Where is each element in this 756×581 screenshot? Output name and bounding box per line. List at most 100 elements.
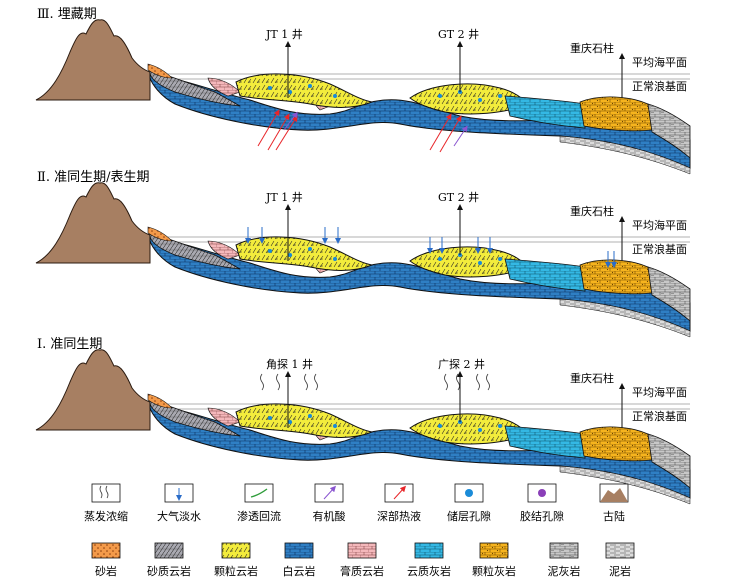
dolomitic-limestone-layer bbox=[504, 258, 586, 292]
grain-dolomite-shoal-left bbox=[235, 73, 374, 108]
legend-item-seepage: 渗透回流 bbox=[237, 483, 281, 523]
evaporation-icon bbox=[444, 373, 448, 391]
evaporation-icon bbox=[99, 485, 109, 499]
legend-item-dolomitic_limestone: 云质灰岩 bbox=[407, 542, 451, 578]
grain-dolomite-shoal-left bbox=[235, 403, 374, 438]
grain-limestone-shoal bbox=[579, 426, 653, 462]
legend-item-grain_dolomite: 颗粒云岩 bbox=[214, 542, 258, 578]
silty-dolomite-layer bbox=[149, 232, 241, 270]
marl-layer bbox=[647, 103, 691, 159]
evaporation-icon bbox=[304, 373, 308, 391]
legend-item-fresh_water: 大气淡水 bbox=[157, 483, 201, 523]
legend-label: 蒸发浓缩 bbox=[84, 509, 128, 523]
column-label: 重庆石柱 bbox=[570, 371, 614, 385]
reservoir-pore bbox=[498, 257, 502, 261]
wave-base-label: 正常浪基面 bbox=[632, 409, 687, 423]
organic-acid-arrow bbox=[283, 111, 298, 131]
sandstone-layer bbox=[147, 393, 173, 409]
legend-swatch bbox=[414, 542, 444, 559]
legend-label: 有机酸 bbox=[313, 509, 346, 523]
grain-dolomite-shoal-left bbox=[235, 236, 374, 271]
silty-dolomite-layer bbox=[149, 69, 241, 107]
legend-item-gypsum_dolomite: 膏质云岩 bbox=[340, 542, 384, 578]
legend-swatch bbox=[347, 542, 377, 559]
reservoir-pore bbox=[268, 249, 272, 253]
legend-label: 泥岩 bbox=[609, 564, 631, 578]
legend-swatch bbox=[221, 542, 251, 559]
hydrothermal-arrow bbox=[267, 113, 290, 151]
reservoir-pore bbox=[498, 94, 502, 98]
hydrothermal-arrow bbox=[429, 113, 452, 151]
reservoir-pore bbox=[288, 253, 292, 257]
legend-swatch bbox=[549, 542, 579, 559]
reservoir-pore bbox=[478, 428, 482, 432]
mudstone-layer bbox=[559, 135, 691, 175]
mudstone-layer bbox=[559, 465, 691, 505]
mudstone-layer bbox=[559, 298, 691, 338]
evaporation-icon bbox=[476, 373, 480, 391]
evaporation-icon bbox=[486, 373, 490, 391]
evaporation-icon bbox=[314, 373, 318, 391]
legend-label: 云质灰岩 bbox=[407, 564, 451, 578]
reservoir-pore bbox=[478, 261, 482, 265]
cemented-pore-icon bbox=[538, 489, 546, 497]
panel-title: Ⅰ. 准同生期 bbox=[37, 337, 102, 352]
reservoir-pore bbox=[288, 90, 292, 94]
legend-label: 白云岩 bbox=[283, 564, 316, 578]
evaporation-icon bbox=[456, 373, 460, 391]
legend-item-sandstone: 砂岩 bbox=[91, 542, 121, 578]
legend-label: 胶结孔隙 bbox=[520, 509, 564, 523]
sandstone-layer bbox=[147, 226, 173, 242]
reservoir-pore-icon bbox=[465, 489, 473, 497]
column-label: 重庆石柱 bbox=[570, 204, 614, 218]
evaporation-icon bbox=[276, 373, 280, 391]
hydrothermal-arrow bbox=[257, 109, 280, 147]
legend-label: 颗粒云岩 bbox=[214, 564, 258, 578]
ancient-land-icon bbox=[600, 488, 628, 502]
reservoir-pore bbox=[308, 84, 312, 88]
panel-title: Ⅲ. 埋藏期 bbox=[37, 7, 97, 22]
legend-label: 颗粒灰岩 bbox=[472, 564, 516, 578]
gypsum-dolomite-lens-left bbox=[207, 240, 241, 260]
reservoir-pore bbox=[438, 94, 442, 98]
legend-label: 古陆 bbox=[603, 509, 625, 523]
legend-label: 砂岩 bbox=[95, 564, 117, 578]
legend-label: 深部热液 bbox=[377, 509, 421, 523]
marl-layer bbox=[647, 433, 691, 489]
legend-item-grain_limestone: 颗粒灰岩 bbox=[472, 542, 516, 578]
evaporation-icon bbox=[260, 373, 264, 391]
legend-item-dolomite: 白云岩 bbox=[283, 542, 316, 578]
well-right-label: GT 2 井 bbox=[438, 27, 479, 41]
sea-level-label: 平均海平面 bbox=[632, 385, 687, 399]
wave-base-label: 正常浪基面 bbox=[632, 242, 687, 256]
legend-swatch bbox=[605, 542, 635, 559]
legend-swatch bbox=[91, 542, 121, 559]
legend-swatch bbox=[91, 483, 121, 503]
legend-item-cement_pore: 胶结孔隙 bbox=[520, 483, 564, 523]
reservoir-pore bbox=[268, 416, 272, 420]
legend-label: 砂质云岩 bbox=[147, 564, 191, 578]
well-right-label: GT 2 井 bbox=[438, 190, 479, 204]
reservoir-pore bbox=[288, 420, 292, 424]
organic-acid-arrow-icon bbox=[323, 485, 337, 500]
column-label: 重庆石柱 bbox=[570, 41, 614, 55]
well-left-label: JT 1 井 bbox=[265, 27, 303, 41]
grain-limestone-shoal bbox=[579, 259, 653, 295]
ancient-land bbox=[35, 349, 151, 431]
legend-swatch bbox=[479, 542, 509, 559]
hydrothermal-arrow bbox=[275, 115, 298, 151]
sandstone-layer bbox=[147, 63, 173, 79]
sea-level-label: 平均海平面 bbox=[632, 218, 687, 232]
legend-item-hydrothermal: 深部热液 bbox=[377, 483, 421, 523]
seepage-reflux-icon bbox=[250, 488, 268, 498]
legend-item-marl: 泥灰岩 bbox=[548, 542, 581, 578]
legend-item-silty_dolomite: 砂质云岩 bbox=[147, 542, 191, 578]
hydrothermal-arrow bbox=[439, 115, 462, 153]
well-right-label: 广探 2 井 bbox=[438, 357, 485, 371]
hydrothermal-arrow-icon bbox=[393, 485, 407, 500]
